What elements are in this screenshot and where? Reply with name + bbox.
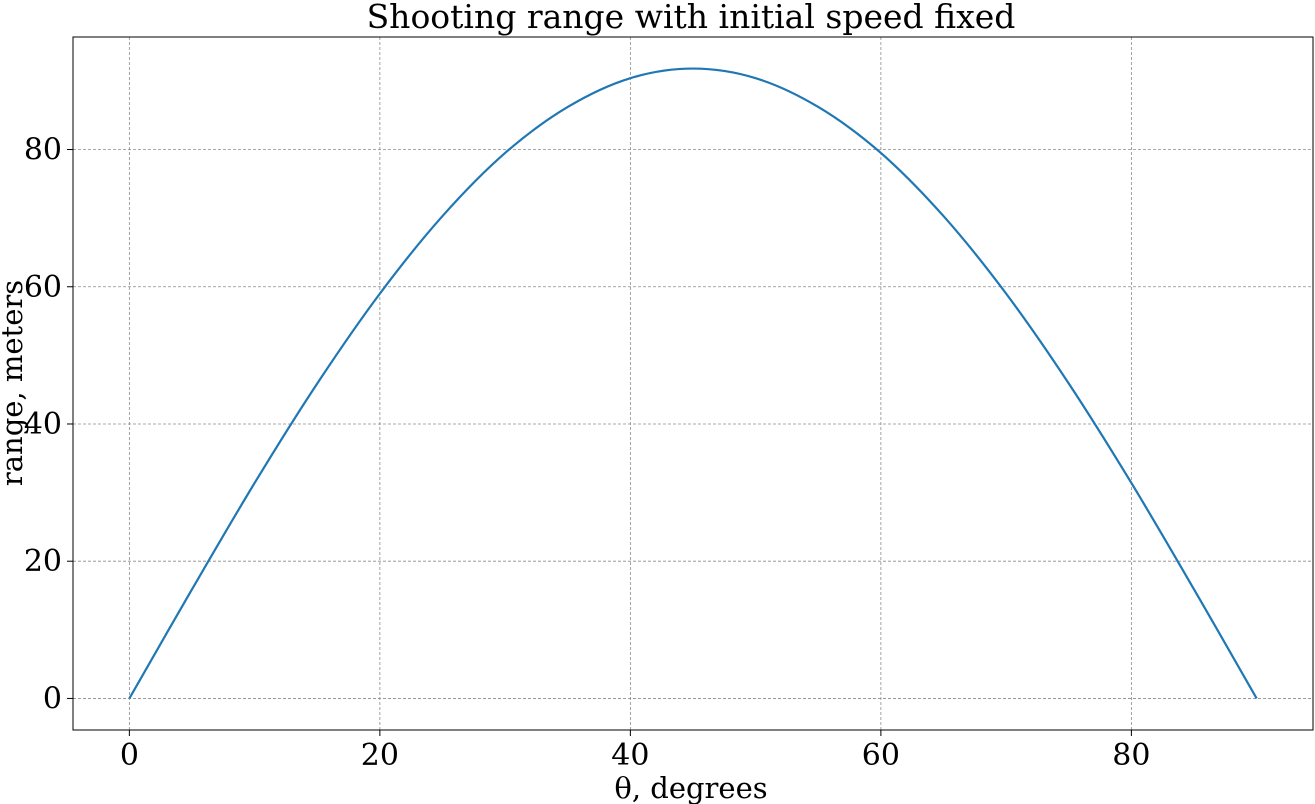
chart-title: Shooting range with initial speed fixed — [367, 0, 1016, 36]
y-tick-label: 60 — [24, 270, 62, 305]
y-axis-label: range, meters — [0, 280, 29, 486]
y-tick-label: 40 — [24, 407, 62, 442]
y-tick-label: 80 — [24, 133, 62, 168]
x-axis-label: θ, degrees — [614, 771, 767, 804]
ticks: 0 20 40 60 80 0 20 40 60 80 — [24, 133, 1151, 773]
series-line-0 — [128, 67, 1258, 699]
series-layer — [128, 67, 1258, 699]
grid-lines — [73, 37, 1313, 730]
x-tick-label: 20 — [361, 738, 399, 773]
plot-area-frame — [72, 36, 1314, 731]
x-tick-label: 60 — [862, 738, 900, 773]
y-tick-label: 20 — [24, 544, 62, 579]
x-tick-label: 80 — [1112, 738, 1150, 773]
y-tick-label: 0 — [43, 681, 62, 716]
x-tick-label: 0 — [120, 738, 139, 773]
x-tick-label: 40 — [611, 738, 649, 773]
